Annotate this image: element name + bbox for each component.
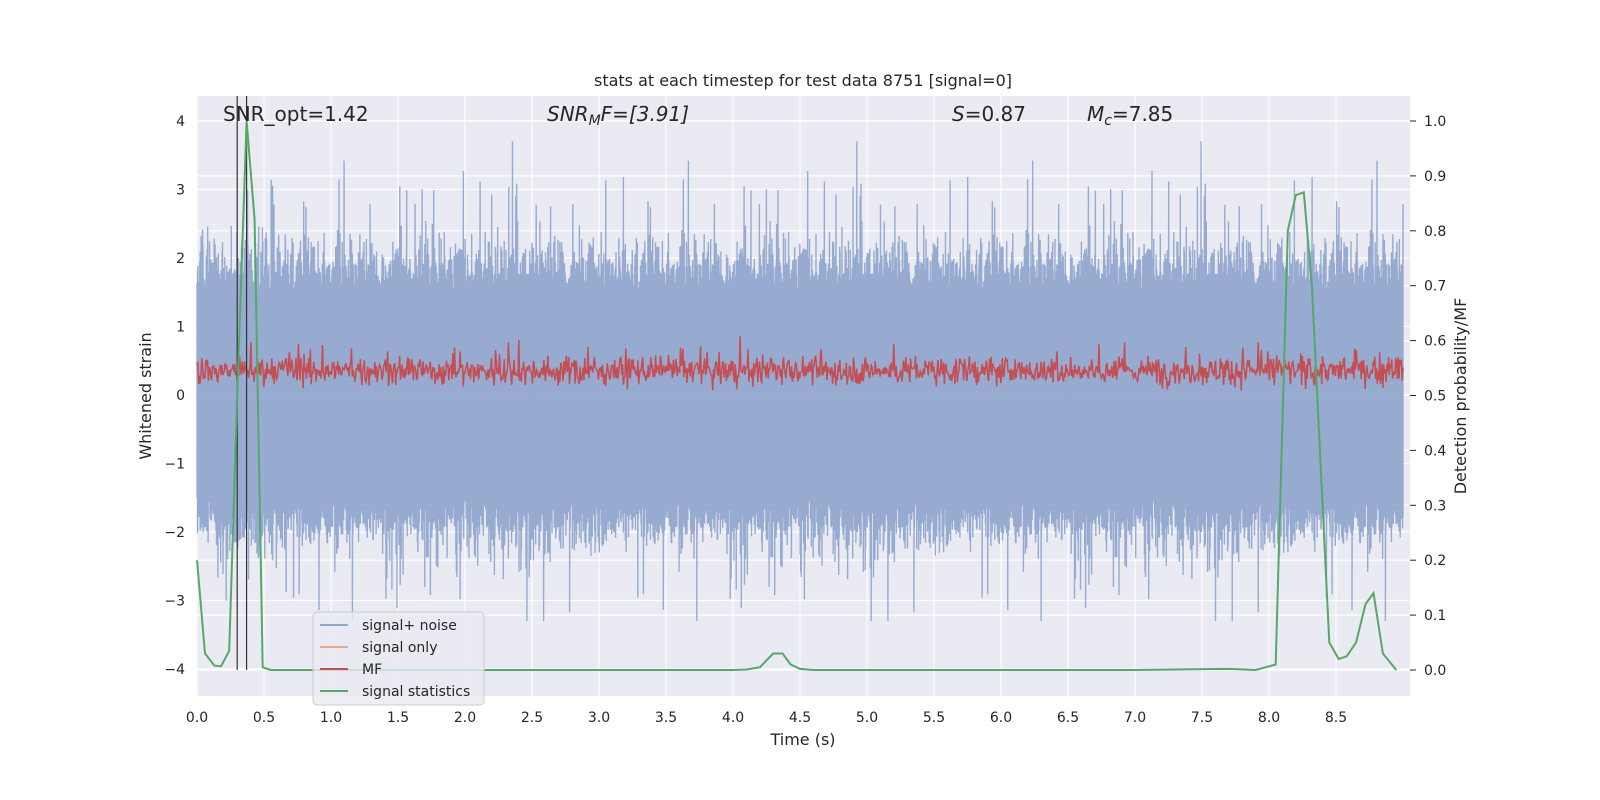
x-tick-label: 2.5 [521, 710, 543, 726]
y2-tick-label: 0.7 [1424, 279, 1446, 295]
annotation-snr-opt: SNR_opt=1.42 [223, 102, 369, 126]
y2-tick-label: 0.1 [1424, 608, 1446, 624]
annotation-mc: Mc=7.85 [1087, 102, 1173, 129]
y2-tick-label: 0.5 [1424, 389, 1446, 405]
y2-tick-label: 0.2 [1424, 553, 1446, 569]
x-tick-label: 8.0 [1258, 710, 1280, 726]
y2-tick-label: 0.4 [1424, 443, 1446, 459]
mf-line [196, 336, 1404, 391]
y-tick-label: −1 [164, 457, 185, 473]
y2-tick-label: 0.0 [1424, 663, 1446, 679]
x-tick-label: 7.0 [1124, 710, 1146, 726]
y-tick-label: 0 [176, 388, 185, 404]
mf-series [196, 336, 1404, 391]
y2-tick-label: 0.8 [1424, 224, 1446, 240]
x-tick-label: 6.5 [1057, 710, 1079, 726]
legend-label-mf: MF [362, 662, 382, 678]
y2-tick-label: 1.0 [1424, 114, 1446, 130]
legend-box [312, 611, 485, 706]
x-ticks: 0.0 0.5 1.0 1.5 2.0 2.5 3.0 3.5 4.0 4.5 5.0 5.5 6.0 6… [186, 710, 1347, 726]
y-tick-label: −2 [164, 525, 185, 541]
signal-statistics-series [196, 120, 1398, 672]
y-tick-label: 4 [176, 114, 185, 130]
x-tick-label: 0.5 [253, 710, 275, 726]
y2-tick-label: 0.6 [1424, 334, 1446, 350]
x-tick-label: 3.5 [655, 710, 677, 726]
signal-noise-line [196, 141, 1404, 622]
y-tick-label: 1 [176, 320, 185, 336]
legend: signal+ noise signal only MF signal stat… [312, 611, 485, 706]
y2-axis-label: Detection probability/MF [1451, 298, 1470, 495]
signal-statistics-line [196, 120, 1398, 672]
x-tick-label: 2.0 [454, 710, 476, 726]
y-tick-label: 2 [176, 251, 185, 267]
x-tick-label: 5.0 [856, 710, 878, 726]
y-tick-label: −4 [164, 662, 185, 678]
x-tick-label: 5.5 [923, 710, 945, 726]
x-axis-label: Time (s) [769, 730, 835, 749]
x-tick-label: 6.0 [990, 710, 1012, 726]
legend-label-signal: signal only [362, 640, 437, 656]
y-tick-label: −3 [164, 594, 185, 610]
y-tick-label: 3 [176, 183, 185, 199]
y2-tick-label: 0.3 [1424, 498, 1446, 514]
x-tick-label: 1.0 [320, 710, 342, 726]
annotation-snr-mf: SNRMF=[3.91] [547, 102, 689, 129]
y-axis-label: Whitened strain [136, 332, 155, 459]
x-tick-label: 7.5 [1191, 710, 1213, 726]
annotation-s: S=0.87 [952, 102, 1026, 126]
legend-label-noise: signal+ noise [362, 618, 457, 634]
signal-noise-series [196, 141, 1404, 622]
x-tick-label: 3.0 [588, 710, 610, 726]
y2-tick-label: 0.9 [1424, 169, 1446, 185]
chart-title: stats at each timestep for test data 875… [594, 71, 1012, 90]
x-tick-label: 4.0 [722, 710, 744, 726]
x-tick-label: 4.5 [789, 710, 811, 726]
x-tick-label: 0.0 [186, 710, 208, 726]
legend-label-stats: signal statistics [362, 684, 470, 700]
x-tick-label: 1.5 [387, 710, 409, 726]
x-tick-label: 8.5 [1325, 710, 1347, 726]
y-ticks: 4 3 2 1 0 −1 −2 −3 −4 [164, 114, 185, 678]
y2-ticks: 1.0 0.9 0.8 0.7 0.6 0.5 0.4 0.3 0.2 0.1 0.0 [1410, 114, 1446, 679]
